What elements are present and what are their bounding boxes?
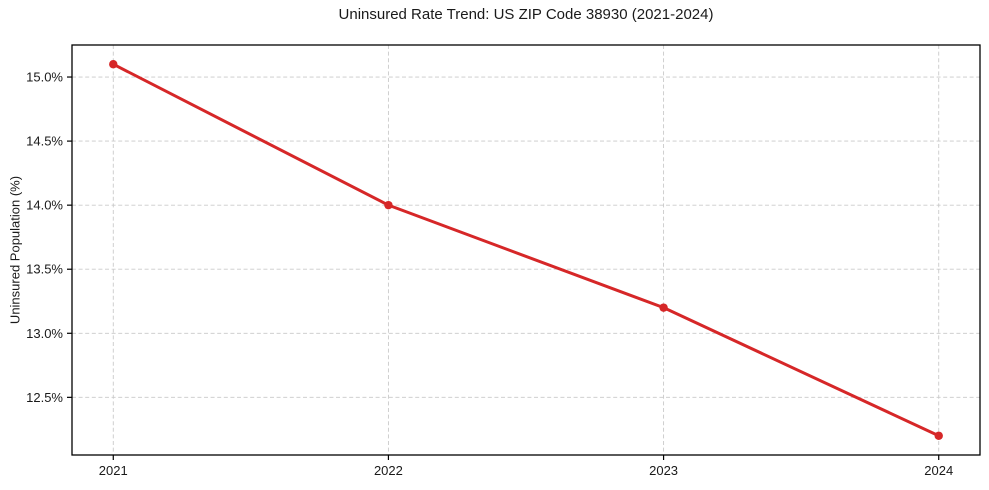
x-tick-label: 2022 — [374, 463, 403, 478]
data-point-marker — [934, 431, 943, 440]
y-tick-label: 12.5% — [26, 390, 63, 405]
data-point-marker — [109, 60, 118, 69]
x-tick-label: 2021 — [99, 463, 128, 478]
y-tick-label: 15.0% — [26, 70, 63, 85]
axes-spines — [71, 44, 981, 456]
y-tick-label: 14.5% — [26, 134, 63, 149]
data-point-marker — [384, 200, 393, 210]
x-tick-label: 2023 — [649, 463, 678, 478]
y-tick-label: 13.5% — [26, 262, 63, 277]
data-point-marker — [659, 303, 668, 312]
y-tick-label: 14.0% — [26, 198, 63, 213]
chart-title: Uninsured Rate Trend: US ZIP Code 38930 … — [338, 6, 714, 23]
y-axis-label: Uninsured Population (%) — [7, 175, 23, 325]
y-tick-label: 13.0% — [26, 326, 63, 341]
x-tick-label: 2024 — [924, 463, 953, 478]
trend-line — [111, 62, 941, 438]
